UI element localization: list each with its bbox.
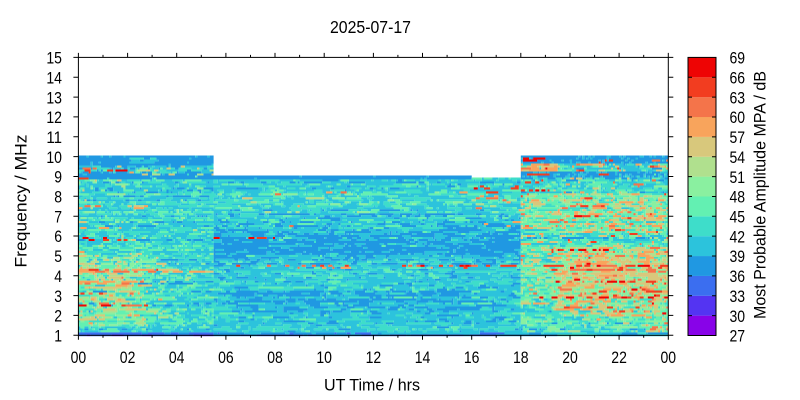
svg-text:33: 33: [730, 287, 746, 306]
svg-text:60: 60: [730, 108, 746, 127]
svg-text:UT Time / hrs: UT Time / hrs: [324, 375, 420, 394]
svg-text:1: 1: [54, 326, 62, 345]
svg-text:36: 36: [730, 267, 746, 286]
svg-text:45: 45: [730, 208, 746, 227]
svg-text:15: 15: [46, 49, 62, 68]
svg-text:66: 66: [730, 69, 746, 88]
svg-text:14: 14: [46, 68, 62, 87]
svg-text:04: 04: [169, 348, 185, 367]
svg-text:42: 42: [730, 227, 746, 246]
svg-text:13: 13: [46, 88, 62, 107]
svg-text:48: 48: [730, 188, 746, 207]
svg-text:18: 18: [513, 348, 529, 367]
svg-text:57: 57: [730, 128, 746, 147]
svg-text:00: 00: [661, 348, 677, 367]
svg-text:20: 20: [562, 348, 578, 367]
svg-text:12: 12: [46, 108, 62, 127]
svg-text:11: 11: [46, 128, 62, 147]
svg-text:63: 63: [730, 88, 746, 107]
svg-text:2025-07-17: 2025-07-17: [330, 17, 411, 37]
svg-text:2: 2: [54, 307, 62, 326]
svg-text:30: 30: [730, 307, 746, 326]
svg-text:9: 9: [54, 168, 62, 187]
svg-text:7: 7: [54, 207, 62, 226]
svg-text:6: 6: [54, 227, 62, 246]
svg-text:4: 4: [54, 267, 62, 286]
svg-text:14: 14: [415, 348, 431, 367]
svg-text:10: 10: [46, 148, 62, 167]
svg-text:12: 12: [366, 348, 382, 367]
svg-text:39: 39: [730, 247, 746, 266]
svg-text:08: 08: [267, 348, 283, 367]
svg-text:Frequency / MHz: Frequency / MHz: [12, 135, 31, 268]
svg-text:Most Probable Amplitude MPA /: Most Probable Amplitude MPA / dB: [751, 71, 770, 319]
svg-text:27: 27: [730, 327, 746, 346]
svg-text:69: 69: [730, 49, 746, 68]
svg-text:5: 5: [54, 247, 62, 266]
svg-text:8: 8: [54, 188, 62, 207]
svg-text:16: 16: [464, 348, 480, 367]
svg-text:10: 10: [316, 348, 332, 367]
svg-text:02: 02: [120, 348, 136, 367]
svg-text:3: 3: [54, 287, 62, 306]
svg-text:54: 54: [730, 148, 746, 167]
svg-text:51: 51: [730, 168, 746, 187]
svg-text:00: 00: [71, 348, 87, 367]
svg-text:22: 22: [611, 348, 627, 367]
svg-text:06: 06: [218, 348, 234, 367]
